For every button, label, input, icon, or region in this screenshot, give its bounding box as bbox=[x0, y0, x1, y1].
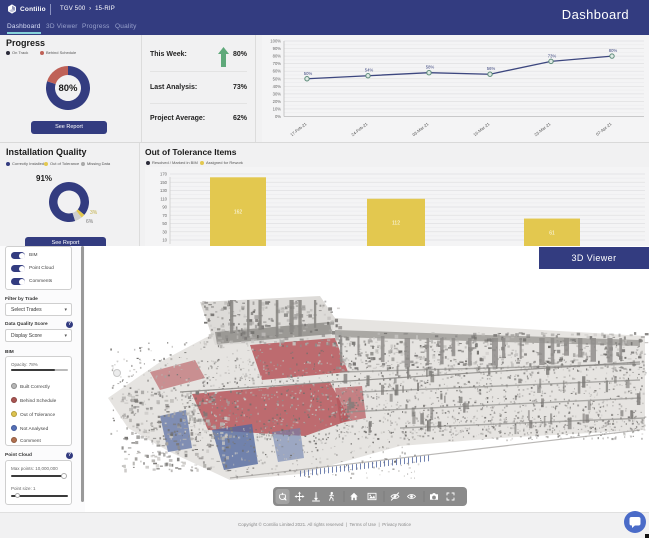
svg-text:90%: 90% bbox=[273, 46, 282, 51]
svg-text:50%: 50% bbox=[273, 76, 282, 81]
svg-text:70%: 70% bbox=[273, 61, 282, 66]
svg-text:73%: 73% bbox=[548, 53, 557, 58]
svg-text:50: 50 bbox=[162, 221, 167, 226]
svg-text:10: 10 bbox=[162, 238, 167, 243]
svg-text:112: 112 bbox=[392, 220, 400, 226]
svg-text:60%: 60% bbox=[273, 69, 282, 74]
svg-text:130: 130 bbox=[160, 188, 168, 193]
svg-text:58%: 58% bbox=[426, 65, 435, 70]
svg-text:150: 150 bbox=[160, 180, 168, 185]
svg-text:20%: 20% bbox=[273, 99, 282, 104]
svg-text:50%: 50% bbox=[304, 71, 313, 76]
svg-text:162: 162 bbox=[234, 210, 243, 216]
svg-text:40%: 40% bbox=[273, 84, 282, 89]
svg-text:56%: 56% bbox=[487, 66, 496, 71]
svg-text:61: 61 bbox=[549, 230, 555, 236]
svg-text:10%: 10% bbox=[273, 106, 282, 111]
svg-text:54%: 54% bbox=[365, 68, 374, 73]
svg-text:110: 110 bbox=[160, 196, 167, 201]
svg-text:30: 30 bbox=[162, 229, 167, 234]
svg-text:0%: 0% bbox=[275, 114, 281, 119]
svg-text:80%: 80% bbox=[609, 48, 618, 53]
svg-text:90: 90 bbox=[162, 205, 167, 210]
svg-text:30%: 30% bbox=[273, 91, 282, 96]
svg-text:100%: 100% bbox=[270, 39, 281, 44]
svg-text:80%: 80% bbox=[273, 54, 282, 59]
svg-text:70: 70 bbox=[162, 213, 167, 218]
svg-text:170: 170 bbox=[160, 172, 168, 177]
